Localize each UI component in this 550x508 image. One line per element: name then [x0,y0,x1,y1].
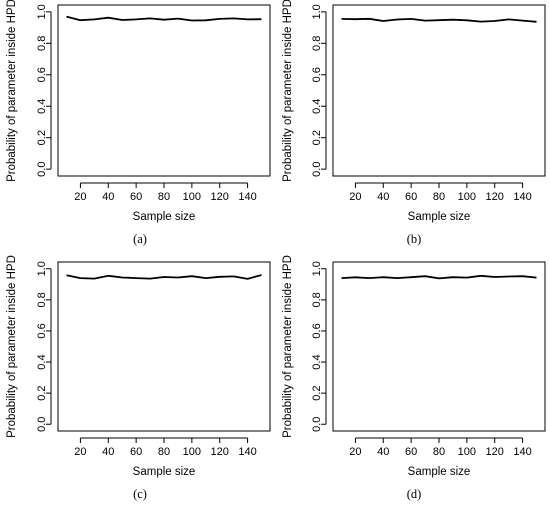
y-tick-label: 0.4 [36,99,48,114]
panel-caption: (b) [407,232,422,246]
series-line [66,15,262,22]
y-tick-label: 0.8 [311,36,323,51]
y-tick-label: 0.4 [311,354,323,369]
y-tick-label: 1.0 [36,4,48,19]
x-tick-label: 20 [74,446,86,458]
y-tick-label: 0.2 [311,385,323,400]
x-tick-label: 60 [405,191,417,203]
y-axis-label: Probability of parameter inside HPD [282,255,294,438]
x-axis-label: Sample size [133,466,196,478]
x-tick-label: 20 [74,191,86,203]
x-tick-label: 80 [158,191,170,203]
y-tick-label: 0.2 [36,130,48,145]
y-tick-label: 0.6 [36,323,48,338]
x-tick-label: 140 [238,446,256,458]
panel-caption: (a) [133,232,147,246]
y-tick-label: 0.6 [311,67,323,82]
y-tick-label: 0.0 [36,417,48,432]
x-tick-label: 40 [377,446,389,458]
y-tick-label: 0.8 [36,36,48,51]
x-tick-label: 60 [405,446,417,458]
x-axis-label: Sample size [408,466,471,478]
y-tick-label: 0.0 [36,162,48,177]
y-tick-label: 0.0 [311,417,323,432]
y-tick-label: 0.6 [311,323,323,338]
panel-caption: (c) [133,487,147,501]
plot-frame [332,261,546,432]
chart-panel: 20 40 60 80 100 120 140 0.0 0.2 0.4 0.6 0.8 1.0 Sampl… [6,0,271,246]
panel-caption: (d) [407,487,422,501]
x-tick-label: 40 [102,191,114,203]
x-axis-label: Sample size [133,211,196,223]
x-tick-label: 100 [458,446,476,458]
plot-frame [332,4,546,177]
x-tick-label: 40 [102,446,114,458]
y-tick-label: 1.0 [36,261,48,276]
y-tick-label: 0.4 [36,354,48,369]
plot-frame [57,4,271,177]
y-tick-label: 0.4 [311,99,323,114]
x-tick-label: 60 [130,191,142,203]
chart-panel: 20 40 60 80 100 120 140 0.0 0.2 0.4 0.6 0.8 1.0 Sampl… [282,0,546,246]
y-axis-label: Probability of parameter inside HPD [6,0,18,182]
series-line [66,274,262,280]
series-line [341,274,537,280]
x-tick-label: 100 [183,191,201,203]
plot-frame [57,261,271,432]
x-tick-label: 100 [183,446,201,458]
x-tick-label: 100 [458,191,476,203]
x-tick-label: 120 [211,191,229,203]
y-tick-label: 0.8 [36,292,48,307]
chart-panel: 20 40 60 80 100 120 140 0.0 0.2 0.4 0.6 0.8 1.0 Sampl… [282,255,546,501]
x-tick-label: 120 [486,191,504,203]
x-tick-label: 120 [486,446,504,458]
y-tick-label: 0.6 [36,67,48,82]
x-tick-label: 80 [433,446,445,458]
y-tick-label: 0.2 [36,385,48,400]
y-tick-label: 0.2 [311,130,323,145]
x-tick-label: 20 [349,191,361,203]
x-tick-label: 140 [238,191,256,203]
series-line [341,17,537,23]
x-tick-label: 40 [377,191,389,203]
y-tick-label: 0.8 [311,292,323,307]
y-tick-label: 1.0 [311,4,323,19]
y-tick-label: 0.0 [311,162,323,177]
x-tick-label: 120 [211,446,229,458]
y-axis-label: Probability of parameter inside HPD [6,255,18,438]
x-tick-label: 20 [349,446,361,458]
x-axis-label: Sample size [408,211,471,223]
chart-panel: 20 40 60 80 100 120 140 0.0 0.2 0.4 0.6 0.8 1.0 Sampl… [6,255,271,501]
x-tick-label: 60 [130,446,142,458]
x-tick-label: 80 [158,446,170,458]
y-axis-label: Probability of parameter inside HPD [282,0,294,182]
x-tick-label: 140 [513,191,531,203]
x-tick-label: 140 [513,446,531,458]
x-tick-label: 80 [433,191,445,203]
y-tick-label: 1.0 [311,261,323,276]
